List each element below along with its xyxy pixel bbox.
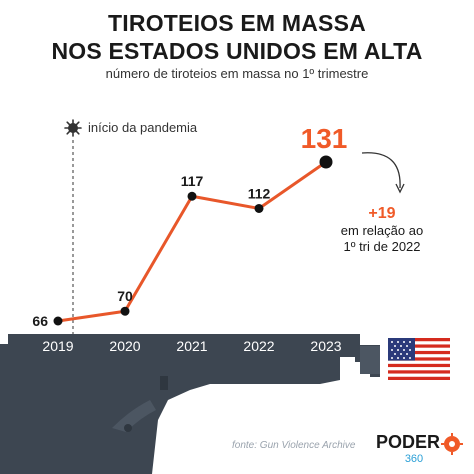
curved-arrow-icon [361,152,401,189]
virus-icon [64,119,82,137]
x-tick-2023: 2023 [310,338,341,354]
value-label-2019: 66 [32,313,48,329]
gun-sight [160,376,168,390]
value-label-2020: 70 [117,288,133,304]
data-point-2019 [53,316,63,326]
data-point-2021 [187,191,197,201]
delta-text-line-1: em relação ao [341,223,423,238]
subtitle: número de tiroteios em massa no 1º trime… [105,66,369,81]
value-label-2021: 117 [181,173,204,189]
value-labels: 66 70 117 112 131 [32,123,347,329]
data-points [53,155,333,326]
data-point-2020 [120,306,130,316]
gun-frame [0,357,340,474]
brand-number: 360 [405,453,423,465]
gun-muzzle [360,346,380,374]
x-tick-2019: 2019 [42,338,73,354]
arrowhead [395,183,405,194]
pandemic-label: início da pandemia [88,120,198,135]
value-label-2022: 112 [248,185,271,201]
data-point-2022 [254,203,264,213]
x-tick-2020: 2020 [109,338,140,354]
delta-text-line-2: 1º tri de 2022 [343,239,420,254]
gun-slide [0,334,380,377]
x-axis-ticks: 2019 2020 2021 2022 2023 [42,338,341,354]
gun-screw [124,424,132,432]
us-flag-icon [388,338,450,380]
brand-name: PODER [376,432,440,452]
value-label-2023: 131 [301,123,348,154]
poder360-logo-icon [441,433,463,455]
title-line-1: TIROTEIOS EM MASSA [108,10,366,36]
title-line-2: NOS ESTADOS UNIDOS EM ALTA [51,38,423,64]
x-tick-2021: 2021 [176,338,207,354]
gun-trigger-guard [112,400,156,432]
x-tick-2022: 2022 [243,338,274,354]
data-point-2023 [319,155,333,169]
delta-value: +19 [368,205,395,222]
source-note: fonte: Gun Violence Archive [232,440,356,451]
gun-illustration [0,334,380,474]
